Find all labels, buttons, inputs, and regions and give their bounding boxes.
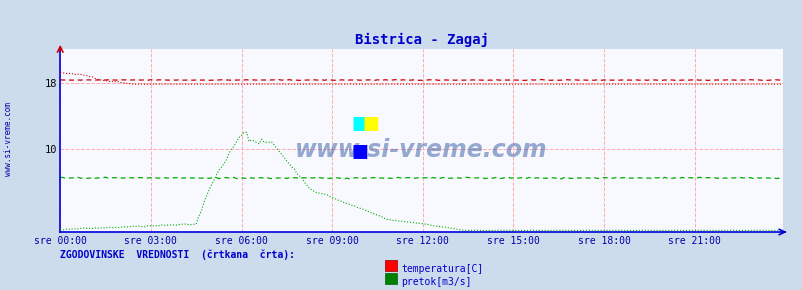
Text: ZGODOVINSKE  VREDNOSTI  (črtkana  črta):: ZGODOVINSKE VREDNOSTI (črtkana črta): [60,250,295,260]
Text: ▪: ▪ [361,108,380,136]
Text: www.si-vreme.com: www.si-vreme.com [295,138,547,162]
Text: ▪: ▪ [350,108,369,136]
Text: ▪: ▪ [350,136,369,164]
Text: temperatura[C]: temperatura[C] [401,264,483,274]
Text: www.si-vreme.com: www.si-vreme.com [3,102,13,176]
Title: Bistrica - Zagaj: Bistrica - Zagaj [354,32,488,47]
Text: pretok[m3/s]: pretok[m3/s] [401,277,472,287]
